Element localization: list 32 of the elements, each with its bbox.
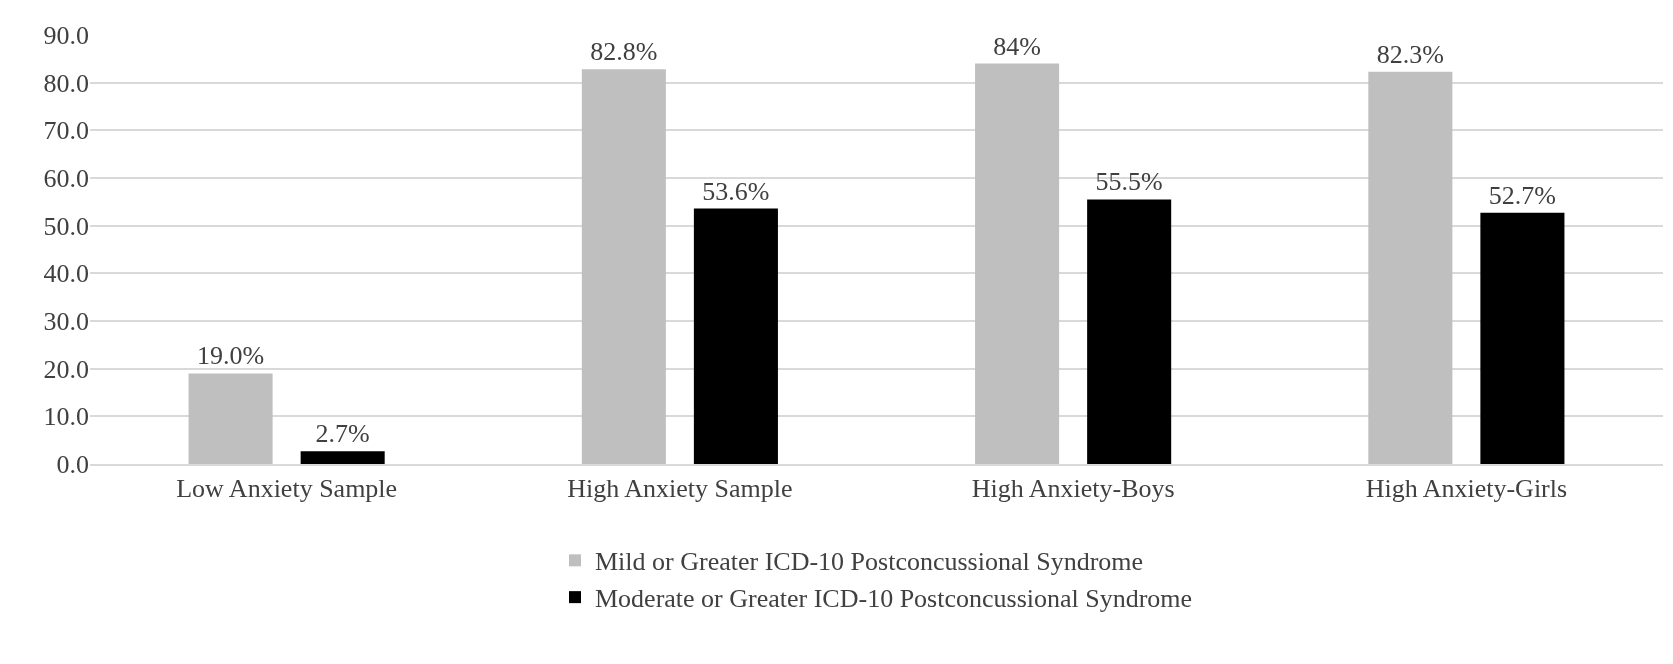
y-tick-label: 80.0 — [43, 68, 89, 98]
legend-label: Moderate or Greater ICD-10 Postconcussional Syndrome — [595, 584, 1193, 614]
bar — [975, 63, 1060, 464]
y-tick-label: 10.0 — [43, 402, 89, 432]
y-tick-label: 40.0 — [43, 259, 89, 289]
y-tick-label: 20.0 — [43, 354, 89, 384]
legend-label: Mild or Greater ICD-10 Postconcussional Syndrome — [595, 547, 1144, 577]
data-label: 55.5% — [1095, 167, 1163, 197]
data-label: 19.0% — [197, 341, 265, 371]
y-tick-label: 30.0 — [43, 307, 89, 337]
bar — [1480, 212, 1565, 464]
data-label: 52.7% — [1488, 180, 1556, 210]
x-tick-label: High Anxiety-Boys — [971, 474, 1175, 504]
x-tick-label: High Anxiety Sample — [567, 474, 793, 504]
y-tick-label: 90.0 — [43, 21, 89, 51]
bar — [188, 373, 273, 464]
y-tick-label: 70.0 — [43, 116, 89, 146]
data-label: 82.3% — [1376, 39, 1444, 69]
data-label: 84% — [993, 31, 1041, 61]
data-label: 2.7% — [315, 419, 370, 449]
bar — [581, 69, 666, 464]
bar — [693, 208, 778, 464]
bar — [1087, 199, 1172, 464]
y-tick-label: 0.0 — [56, 450, 89, 480]
data-label: 82.8% — [590, 37, 658, 67]
bar — [1368, 71, 1453, 464]
bar — [300, 451, 385, 464]
x-tick-label: Low Anxiety Sample — [176, 474, 398, 504]
y-tick-label: 50.0 — [43, 211, 89, 241]
y-tick-label: 60.0 — [43, 164, 89, 194]
data-label: 53.6% — [702, 176, 770, 206]
x-tick-label: High Anxiety-Girls — [1365, 474, 1568, 504]
